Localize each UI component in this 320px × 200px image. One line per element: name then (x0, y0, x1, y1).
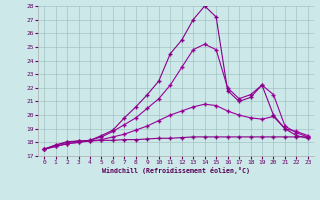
X-axis label: Windchill (Refroidissement éolien,°C): Windchill (Refroidissement éolien,°C) (102, 167, 250, 174)
